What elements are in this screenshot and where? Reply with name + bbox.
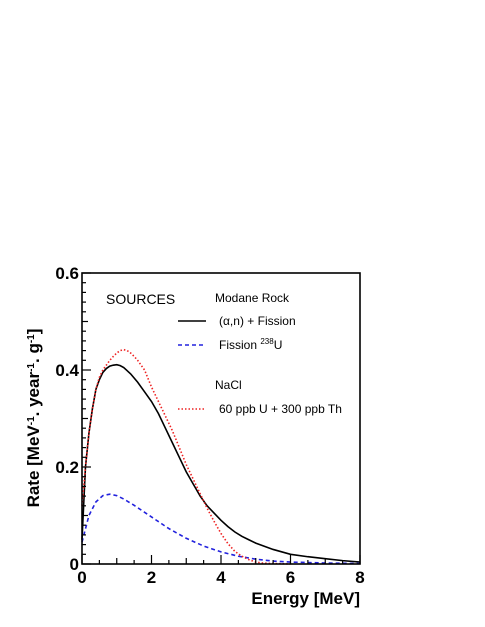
series-nacl-u-th xyxy=(81,348,291,565)
series-fission-238u xyxy=(81,493,361,565)
legend-label-nacl: 60 ppb U + 300 ppb Th xyxy=(219,402,342,416)
labels-layer: 0 2 4 6 8 0 0.2 0.4 0.6 xyxy=(55,264,364,587)
ticks-layer xyxy=(81,272,361,565)
y-tick-label: 0 xyxy=(70,555,79,574)
sources-annotation: SOURCES xyxy=(106,291,175,307)
x-axis-title: Energy [MeV] xyxy=(251,589,360,608)
y-tick-label: 0.2 xyxy=(55,458,79,477)
legend-group-modane-title: Modane Rock xyxy=(215,291,290,305)
legend-group-nacl-title: NaCl xyxy=(215,378,242,392)
series-alpha-n-fission xyxy=(81,363,361,563)
y-axis-title-exp2: -1 xyxy=(26,363,37,372)
y-axis-title-part2: . year xyxy=(24,372,43,417)
x-tick-label: 2 xyxy=(147,568,156,587)
y-tick-label: 0.4 xyxy=(55,361,79,380)
legend-label-fission-base: Fission xyxy=(219,338,260,352)
legend-label-fission-tail: U xyxy=(274,338,283,352)
y-axis-title-part1: Rate [MeV xyxy=(24,425,43,508)
y-axis-title-part3: . g xyxy=(24,343,43,363)
legend-label-fission: Fission 238U xyxy=(219,337,282,352)
legend-label-fission-sup: 238 xyxy=(260,337,274,346)
x-tick-label: 6 xyxy=(286,568,295,587)
x-tick-label: 4 xyxy=(216,568,226,587)
y-axis-title-part4: ] xyxy=(24,329,43,335)
legend-label-alpha-n: (α,n) + Fission xyxy=(219,314,296,328)
x-tick-label: 0 xyxy=(77,568,86,587)
y-tick-label: 0.6 xyxy=(55,264,79,283)
y-axis-title-exp3: -1 xyxy=(26,334,37,343)
x-tick-label: 8 xyxy=(355,568,364,587)
y-axis-title: Rate [MeV-1. year-1. g-1] xyxy=(24,329,43,508)
y-axis-title-exp1: -1 xyxy=(26,416,37,425)
